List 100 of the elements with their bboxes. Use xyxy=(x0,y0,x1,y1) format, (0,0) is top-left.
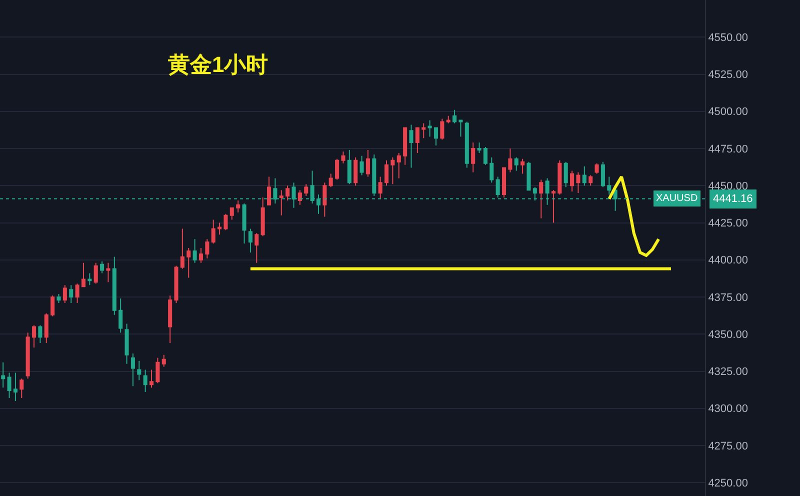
y-tick-label: 4250.00 xyxy=(708,477,748,490)
candlestick xyxy=(211,219,216,244)
candlestick xyxy=(44,312,48,344)
y-tick-label: 4500.00 xyxy=(708,106,748,118)
candlestick xyxy=(396,152,401,179)
candlestick xyxy=(156,357,160,384)
candlestick xyxy=(38,324,42,344)
candlestick xyxy=(582,166,586,186)
candlestick xyxy=(490,156,494,184)
text: 黄金1小时 xyxy=(167,52,268,78)
candlestick xyxy=(7,372,12,398)
candlestick xyxy=(180,228,184,270)
candlestick xyxy=(477,142,482,154)
candlestick xyxy=(236,200,240,213)
candlestick xyxy=(520,158,525,174)
y-tick-label: 4450.00 xyxy=(708,180,748,192)
candlestick xyxy=(118,298,123,334)
candlestick xyxy=(558,160,562,196)
candlestick xyxy=(13,372,18,402)
text: 4441.16 xyxy=(713,193,753,205)
candlestick xyxy=(415,127,420,154)
candlestick xyxy=(192,238,197,264)
candlestick xyxy=(502,167,506,198)
candlestick xyxy=(390,156,395,185)
ref-line-label: XAUUSD xyxy=(656,193,698,204)
candlestick xyxy=(471,142,476,173)
candlestick xyxy=(162,354,166,368)
candlestick xyxy=(600,161,605,188)
y-tick-label: 4275.00 xyxy=(708,440,748,452)
candlestick xyxy=(50,295,55,317)
candlestick xyxy=(186,248,191,278)
candlestick xyxy=(551,190,556,224)
y-tick-label: 4525.00 xyxy=(708,69,748,82)
candlestick xyxy=(360,155,364,176)
candlestick xyxy=(570,170,574,192)
candlestick xyxy=(254,232,259,264)
candlestick xyxy=(483,146,488,166)
candlestick xyxy=(322,182,327,218)
candlestick xyxy=(347,149,352,185)
candlestick xyxy=(539,179,544,219)
y-tick-label: 4400.00 xyxy=(708,254,748,267)
candlestick xyxy=(576,172,580,194)
candlestick xyxy=(267,176,272,206)
candlestick xyxy=(279,190,284,216)
candlestick xyxy=(124,323,129,364)
candlestick xyxy=(130,352,135,387)
candlestick xyxy=(607,176,612,196)
candlestick xyxy=(446,115,450,124)
candlestick xyxy=(588,174,593,186)
candlestick xyxy=(403,127,408,166)
candlestick xyxy=(409,124,414,168)
candlestick xyxy=(168,295,172,344)
candlestick xyxy=(341,150,346,164)
candlestick xyxy=(88,272,92,286)
candlestick xyxy=(150,369,154,388)
candlestick xyxy=(286,185,290,201)
candlestick xyxy=(298,190,302,206)
candlestick xyxy=(452,109,457,124)
candlestick xyxy=(205,238,210,259)
candlestick xyxy=(366,149,370,178)
candlestick xyxy=(32,324,36,348)
candlestick xyxy=(69,284,74,304)
candlestick xyxy=(594,162,599,174)
candlestick xyxy=(372,154,376,197)
y-tick-label: 4350.00 xyxy=(708,328,748,341)
candlestick xyxy=(335,158,340,180)
candlestick xyxy=(20,378,24,398)
candlestick xyxy=(428,120,432,138)
candlestick xyxy=(230,207,234,220)
candlestick xyxy=(112,256,116,316)
candlestick xyxy=(458,120,463,138)
candlestick xyxy=(248,228,252,253)
candlestick xyxy=(354,156,358,186)
candlestick xyxy=(434,127,438,146)
candlestick xyxy=(304,184,308,197)
candlestick xyxy=(174,265,178,304)
candlestick xyxy=(143,369,148,393)
candlestick xyxy=(62,284,67,304)
candlestick xyxy=(100,260,104,274)
candlestick xyxy=(328,173,333,188)
candlestick xyxy=(440,118,444,140)
candlestick xyxy=(106,262,110,283)
candlestick xyxy=(26,332,30,380)
candlestick xyxy=(1,362,6,388)
candlestick xyxy=(56,294,61,304)
y-tick-label: 4300.00 xyxy=(708,403,748,416)
candlestick xyxy=(464,121,469,168)
candlestick xyxy=(137,360,142,381)
candlestick xyxy=(526,161,531,191)
candlestick xyxy=(260,197,265,237)
candlestick xyxy=(198,248,203,264)
y-tick-label: 4375.00 xyxy=(708,292,748,304)
candlestick xyxy=(81,262,86,288)
candlestick xyxy=(508,148,512,173)
candlestick xyxy=(224,213,228,231)
candlestick xyxy=(242,202,246,244)
candlestick xyxy=(384,160,389,186)
y-tick-label: 4550.00 xyxy=(708,32,748,44)
y-tick-label: 4325.00 xyxy=(708,366,748,378)
candlestick xyxy=(564,161,568,188)
